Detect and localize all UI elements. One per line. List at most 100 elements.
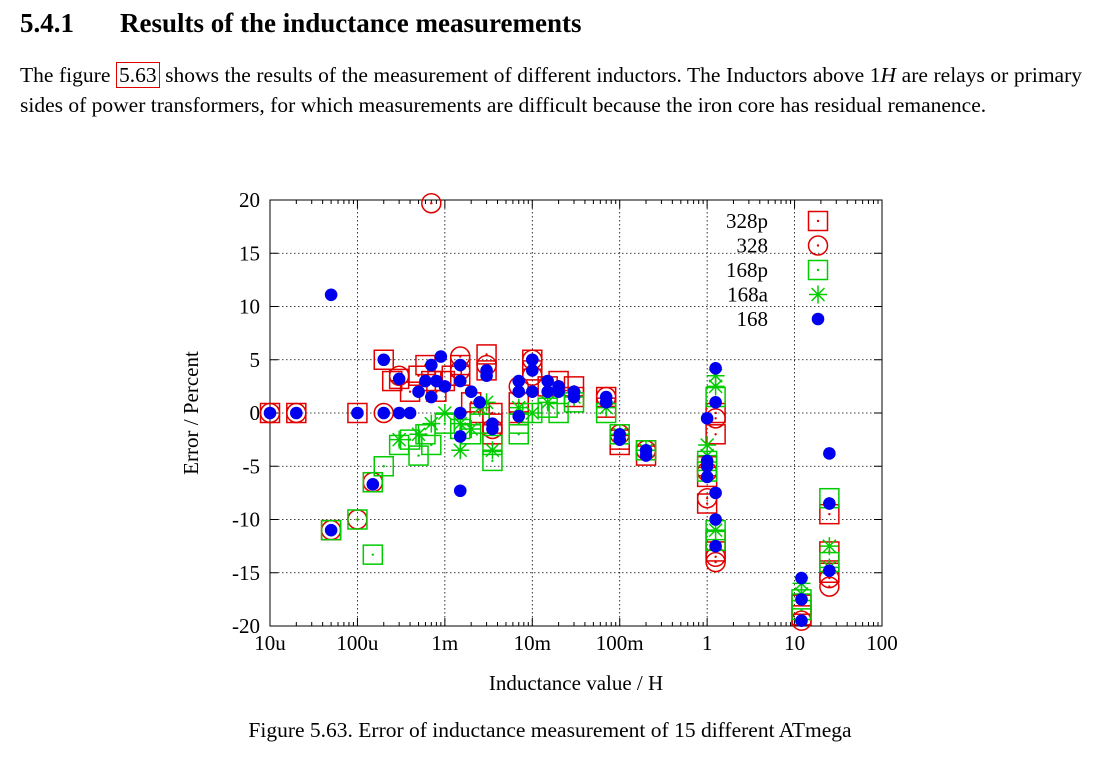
legend-label-168p: 168p [726,258,768,282]
data-point-168a [451,441,470,460]
data-point-168a [820,537,839,556]
legend-marker-328p [807,210,829,232]
data-point-168p [362,544,384,565]
figure-reference-link[interactable]: 5.63 [115,62,160,88]
data-point-168 [263,406,277,420]
data-point-168a [462,419,481,438]
data-point-168 [700,459,714,473]
data-point-168 [486,422,499,436]
section-title: Results of the inductance measurements [120,8,582,38]
data-point-168 [366,478,380,491]
data-point-168 [709,396,722,409]
legend-label-168: 168 [737,307,769,331]
legend-marker-168 [811,312,825,326]
para-text-2: shows the results of the measurement of … [159,63,881,87]
legend-label-328p: 328p [726,209,768,233]
data-point-168a [435,404,454,422]
x-tick-label: 100 [866,631,898,655]
data-point-168 [552,385,565,399]
data-point-168 [599,396,613,409]
legend-marker-328 [807,235,829,256]
data-point-168 [453,374,467,388]
data-point-168a [706,377,725,396]
data-point-328 [421,192,442,214]
data-point-168 [512,409,526,423]
data-point-168 [351,406,364,420]
legend-marker-168a [809,285,827,304]
data-point-168 [377,406,391,420]
data-point-168 [453,406,467,420]
x-tick-label: 10 [784,631,805,655]
x-axis-label: Inductance value / H [489,671,663,695]
unit-henry: H [880,63,897,87]
data-point-168 [823,497,836,510]
data-point-168a [390,430,409,449]
data-point-168a [523,404,542,422]
data-point-168 [525,353,539,367]
x-tick-label: 100u [336,631,379,655]
data-point-328p [696,493,718,514]
section-number: 5.4.1 [20,8,74,38]
data-point-168p [421,434,442,456]
data-point-168 [464,385,478,399]
x-tick-label: 100m [596,631,644,655]
legend-label-168a: 168a [727,283,769,307]
data-point-168p [508,424,529,445]
y-tick-label: -5 [243,454,261,478]
data-point-168 [709,486,722,500]
data-point-168 [700,470,714,484]
para-text-3: are relays or primary sides of power tra… [20,63,1082,117]
data-point-168p [373,456,394,477]
data-point-168 [795,614,808,627]
data-point-168 [613,433,627,446]
series-168a [390,366,839,604]
data-point-168 [290,406,303,420]
data-point-168a [483,441,502,460]
y-tick-label: 15 [239,241,260,265]
data-point-168 [525,385,539,399]
data-point-328p [705,424,726,445]
y-tick-label: -15 [232,561,260,585]
data-point-168a [422,414,441,433]
y-tick-label: -10 [232,508,260,532]
data-point-168 [377,353,391,367]
y-axis-label: Error / Percent [179,351,203,475]
series-168p [320,386,840,621]
data-point-328 [705,551,726,573]
y-tick-label: 0 [250,401,261,425]
legend-marker-168p [807,259,829,281]
data-point-168 [434,350,448,363]
data-point-168p [408,445,429,466]
x-tick-label: 10m [514,631,551,655]
data-point-168 [709,361,722,375]
section-heading: 5.4.1 Results of the inductance measureme… [20,8,581,39]
data-point-168 [709,539,722,553]
data-point-168 [453,358,467,372]
para-text-1: The figure [20,63,116,87]
x-tick-label: 1m [431,631,458,655]
data-point-168 [541,385,554,399]
series-168 [263,288,836,627]
figure-caption: Figure 5.63. Error of inductance measure… [248,718,852,742]
data-point-168 [412,385,425,399]
data-points [259,192,840,631]
data-point-168 [419,374,432,388]
data-point-168p [347,509,368,530]
data-point-168 [453,484,467,498]
data-point-168 [700,412,714,425]
data-point-168 [795,593,808,606]
data-point-168 [795,571,808,585]
data-point-168 [823,564,836,577]
data-point-168 [438,380,452,393]
data-point-168 [392,406,406,420]
inductance-error-chart: 10u 100u 1m 10m 100m 1 10 100 20 15 10 5 0 -5 -10 -15 -2… [179,188,898,695]
data-point-168 [425,358,438,372]
y-tick-label: 10 [239,295,260,319]
data-point-168 [525,364,539,377]
data-point-168 [324,288,338,302]
data-point-168 [453,430,467,443]
data-point-168 [567,390,581,404]
data-point-328 [819,576,840,597]
axis-ticks: 10u 100u 1m 10m 100m 1 10 100 20 15 10 5 0 -5 -10 -15 -2… [232,188,898,655]
